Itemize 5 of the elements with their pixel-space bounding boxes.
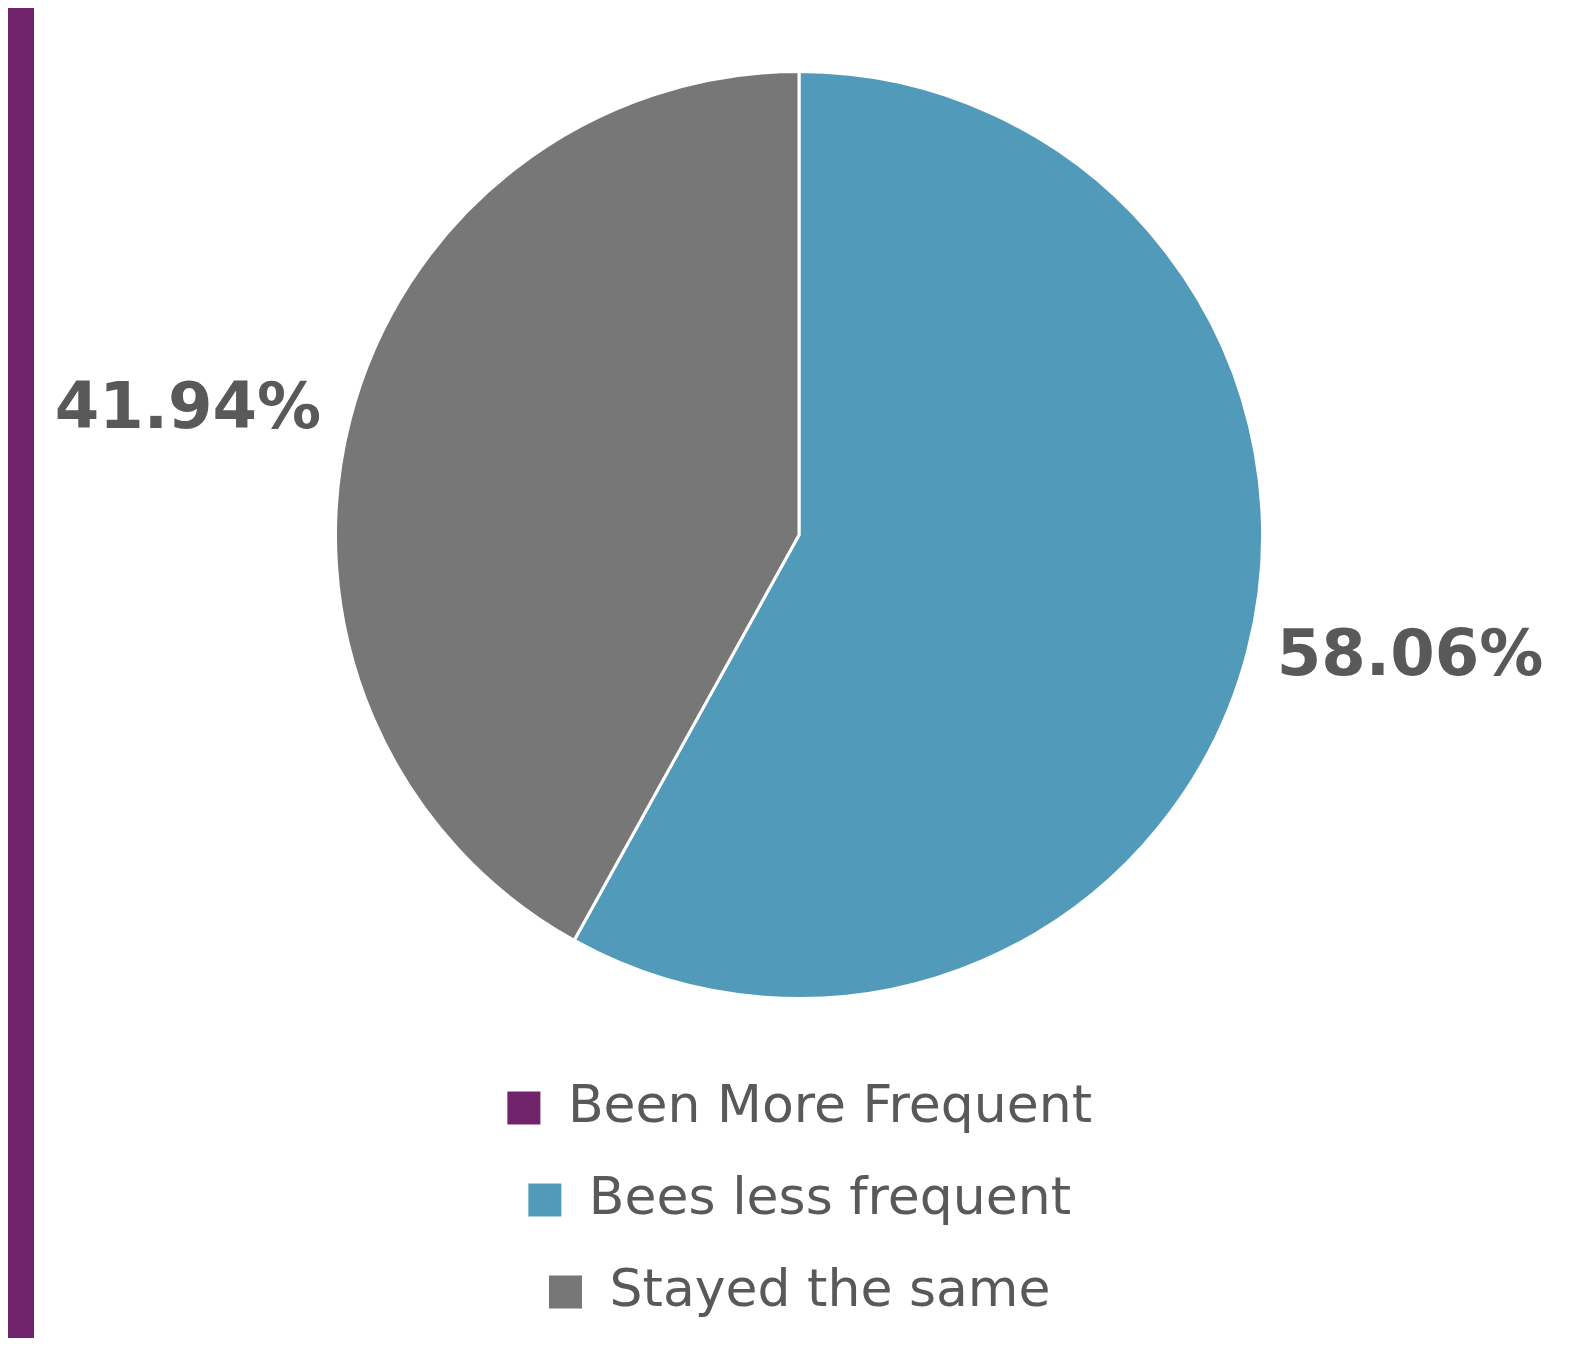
legend-label: Been More Frequent	[567, 1073, 1093, 1134]
legend-label: Stayed the same	[609, 1257, 1051, 1318]
data-label: 41.94%	[54, 369, 322, 443]
legend-label: Bees less frequent	[588, 1165, 1072, 1226]
data-label: 58.06%	[1276, 616, 1544, 691]
